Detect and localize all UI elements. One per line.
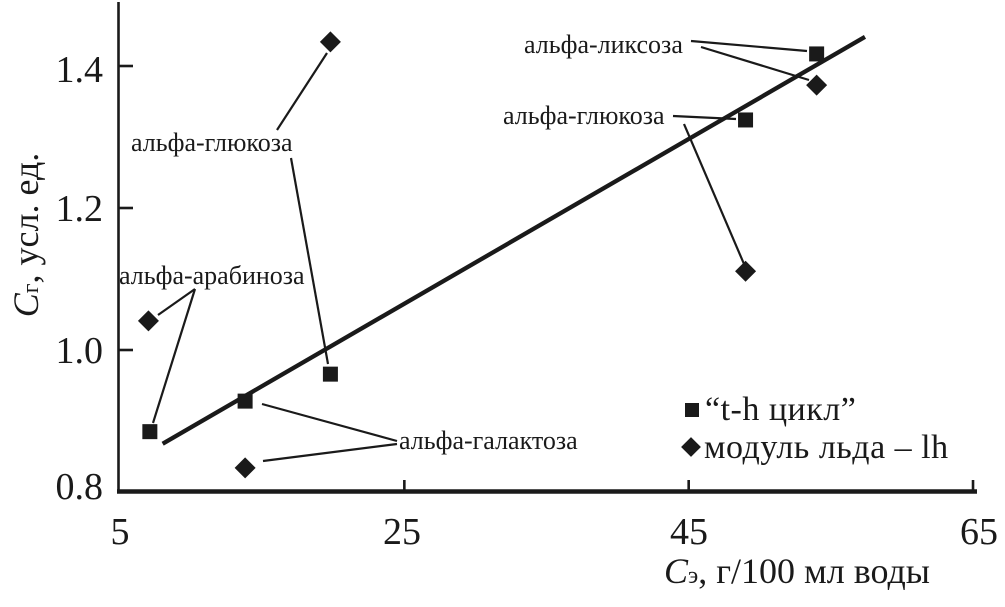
data-point-square [809, 46, 825, 62]
annotation-lyxose: альфа-ликсоза [524, 30, 683, 59]
annotation-glucose-right: альфа-глюкоза [503, 101, 665, 130]
y-tick-label: 1.0 [55, 330, 104, 372]
x-tick-label: 5 [110, 511, 130, 553]
y-axis-title-text: , усл. ед. [6, 152, 46, 284]
plot-layer [119, 31, 975, 491]
leader-line [261, 402, 398, 443]
data-point-square [237, 393, 253, 409]
leader-line [276, 52, 328, 131]
data-point-square [322, 366, 338, 382]
data-point-diamond [234, 457, 256, 479]
legend-item-th-cycle: “t-h цикл” [705, 391, 857, 428]
annotation-glucose-left: альфа-глюкоза [131, 128, 293, 157]
data-point-square [142, 424, 158, 440]
leader-line [157, 288, 196, 316]
leader-line [289, 157, 330, 365]
leader-line [700, 45, 810, 82]
x-axis-subscript: э [688, 563, 699, 589]
trend-line [161, 35, 867, 446]
legend-square-icon [685, 403, 699, 417]
y-tick-label: 1.4 [55, 49, 104, 91]
y-tick-label: 0.8 [55, 466, 104, 508]
y-tick-label: 1.2 [55, 188, 104, 230]
leader-line [262, 442, 398, 463]
y-axis-title: Cг, усл. ед. [6, 115, 46, 355]
leader-line [690, 39, 808, 53]
x-tick-label: 45 [670, 511, 708, 553]
legend-item-ice-module: модуль льда – lh [704, 429, 949, 466]
x-tick-label: 65 [960, 511, 998, 553]
annotation-arabinose: альфа-арабиноза [119, 261, 305, 290]
x-axis-symbol: C [664, 551, 689, 591]
y-axis-subscript: г [18, 283, 44, 294]
data-point-diamond [735, 260, 757, 282]
data-point-diamond [806, 74, 828, 96]
x-axis-title: Cэ, г/100 мл воды [664, 552, 930, 590]
x-tick-label: 25 [383, 511, 421, 553]
data-point-square [738, 112, 754, 128]
x-axis-title-text: , г/100 мл воды [698, 551, 930, 591]
leader-line [151, 288, 197, 424]
y-axis-symbol: C [6, 293, 46, 318]
annotation-galactose: альфа-галактоза [399, 426, 578, 455]
data-point-diamond [137, 310, 159, 332]
leader-lines [151, 39, 810, 463]
leader-line [682, 123, 746, 265]
data-point-diamond [319, 31, 341, 53]
